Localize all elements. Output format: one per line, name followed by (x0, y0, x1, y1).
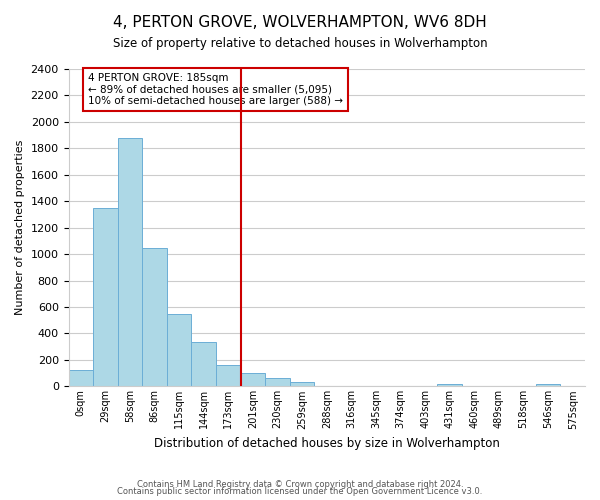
Bar (536, 384, 560, 386)
Bar (265, 378, 290, 386)
Bar (167, 314, 191, 386)
Bar (118, 138, 142, 386)
Bar (290, 382, 314, 386)
Bar (437, 384, 462, 386)
Text: 4 PERTON GROVE: 185sqm
← 89% of detached houses are smaller (5,095)
10% of semi-: 4 PERTON GROVE: 185sqm ← 89% of detached… (88, 73, 343, 106)
Bar (241, 372, 265, 386)
Bar (191, 342, 216, 386)
Y-axis label: Number of detached properties: Number of detached properties (15, 140, 25, 316)
Text: Contains public sector information licensed under the Open Government Licence v3: Contains public sector information licen… (118, 487, 482, 496)
Bar (216, 365, 241, 386)
X-axis label: Distribution of detached houses by size in Wolverhampton: Distribution of detached houses by size … (154, 437, 500, 450)
Text: 4, PERTON GROVE, WOLVERHAMPTON, WV6 8DH: 4, PERTON GROVE, WOLVERHAMPTON, WV6 8DH (113, 15, 487, 30)
Text: Contains HM Land Registry data © Crown copyright and database right 2024.: Contains HM Land Registry data © Crown c… (137, 480, 463, 489)
Bar (93, 208, 118, 386)
Text: Size of property relative to detached houses in Wolverhampton: Size of property relative to detached ho… (113, 38, 487, 51)
Bar (68, 370, 93, 386)
Bar (142, 248, 167, 386)
